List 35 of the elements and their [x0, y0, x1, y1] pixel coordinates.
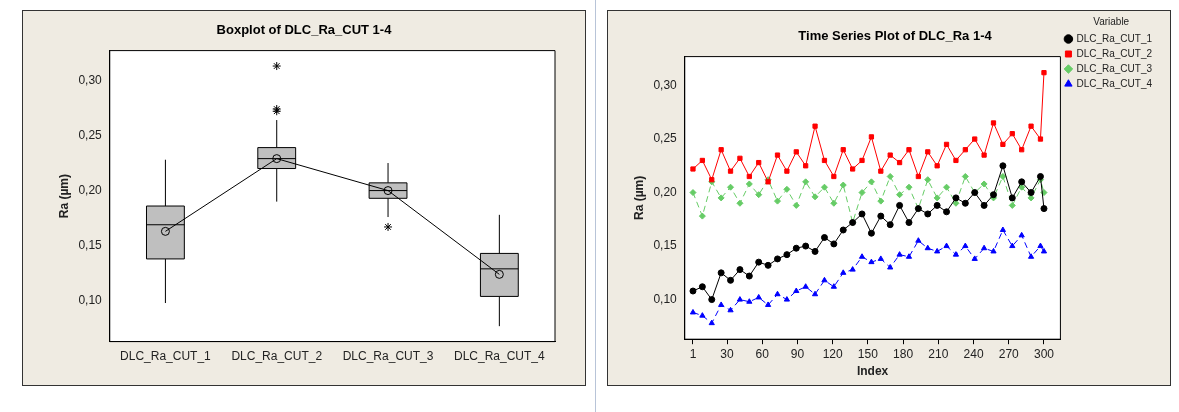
x-tick-label: 210 — [928, 346, 949, 361]
y-tick-label: 0,15 — [78, 238, 103, 253]
legend-title: Variable — [1093, 15, 1130, 27]
x-tick-label: 240 — [963, 346, 984, 361]
x-tick-label: 270 — [998, 346, 1020, 361]
y-axis-title: Ra (µm) — [56, 173, 71, 219]
legend-label: DLC_Ra_CUT_4 — [1076, 77, 1153, 89]
legend-label: DLC_Ra_CUT_1 — [1076, 32, 1153, 44]
chart-title: Time Series Plot of DLC_Ra 1-4 — [798, 28, 993, 44]
legend-label: DLC_Ra_CUT_3 — [1076, 62, 1153, 74]
y-tick-label: 0,20 — [78, 182, 103, 197]
x-tick-label: 30 — [720, 346, 735, 361]
x-tick-label: 1 — [689, 346, 697, 361]
y-tick-label: 0,25 — [78, 127, 103, 142]
y-tick-label: 0,10 — [653, 291, 678, 306]
x-tick-label: DLC_Ra_CUT_2 — [231, 349, 323, 364]
x-tick-label: 150 — [857, 346, 879, 361]
y-tick-label: 0,30 — [653, 77, 678, 92]
x-tick-label: 90 — [790, 346, 805, 361]
x-tick-label: DLC_Ra_CUT_1 — [120, 349, 212, 364]
x-tick-label: 180 — [893, 346, 914, 361]
y-tick-label: 0,10 — [78, 293, 103, 308]
y-tick-label: 0,15 — [653, 238, 678, 253]
legend-label: DLC_Ra_CUT_2 — [1076, 47, 1153, 59]
x-tick-label: 300 — [1033, 346, 1055, 361]
x-tick-label: DLC_Ra_CUT_3 — [342, 349, 434, 364]
x-tick-label: DLC_Ra_CUT_4 — [453, 349, 546, 364]
x-axis-title: Index — [856, 364, 889, 379]
y-tick-label: 0,30 — [78, 72, 103, 87]
chart-title: Boxplot of DLC_Ra_CUT 1-4 — [216, 22, 393, 38]
y-tick-label: 0,25 — [653, 131, 678, 146]
y-axis-title: Ra (µm) — [631, 175, 646, 221]
x-tick-label: 120 — [822, 346, 843, 361]
y-tick-label: 0,20 — [653, 184, 678, 199]
x-tick-label: 60 — [755, 346, 770, 361]
